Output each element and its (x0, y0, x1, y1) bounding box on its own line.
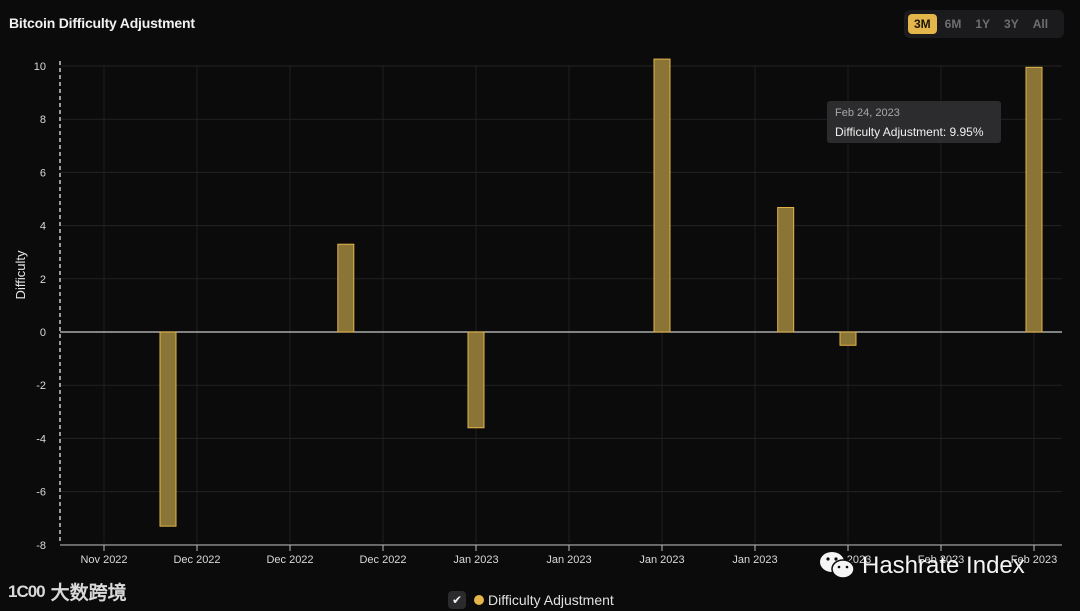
bar-difficulty-adjustment[interactable] (337, 243, 355, 333)
bar-difficulty-adjustment[interactable] (653, 58, 671, 333)
tooltip-date: Feb 24, 2023 (835, 107, 900, 119)
y-tick-label: 10 (34, 61, 46, 73)
range-6m-button[interactable]: 6M (939, 14, 968, 34)
x-tick-label: Dec 2022 (359, 554, 406, 566)
x-tick-label: Feb 2023 (918, 554, 964, 566)
x-tick-label: Jan 2023 (453, 554, 498, 566)
watermark-logo-icon: 1C00 (8, 581, 46, 601)
y-tick-label: -2 (36, 380, 46, 392)
x-tick-label: Nov 2022 (80, 554, 127, 566)
watermark-right-text: Hashrate Index (862, 552, 1025, 579)
chart-title: Bitcoin Difficulty Adjustment (9, 15, 195, 31)
bar-difficulty-adjustment[interactable] (839, 331, 857, 346)
y-tick-label: -8 (36, 540, 46, 552)
y-tick-label: 2 (40, 274, 46, 286)
bar-difficulty-adjustment[interactable] (777, 207, 795, 333)
y-axis-label: Difficulty (13, 250, 28, 299)
chart-tooltip: Feb 24, 2023 Difficulty Adjustment: 9.95… (827, 101, 1001, 143)
bar-difficulty-adjustment[interactable] (467, 331, 485, 429)
range-1y-button[interactable]: 1Y (969, 14, 996, 34)
bar-difficulty-adjustment[interactable] (1025, 66, 1043, 333)
range-all-button[interactable]: All (1027, 14, 1054, 34)
legend-color-dot (474, 595, 484, 605)
watermark-left: 1C00 大数跨境 (8, 578, 127, 605)
y-tick-label: 6 (40, 167, 46, 179)
chart-legend: ✔ Difficulty Adjustment (448, 590, 614, 610)
y-tick-label: -4 (36, 433, 46, 445)
wechat-icon (820, 552, 855, 579)
x-tick-label: Feb 2023 (1011, 554, 1057, 566)
time-range-selector: 3M 6M 1Y 3Y All (904, 10, 1064, 38)
watermark-left-text: 大数跨境 (50, 583, 127, 604)
x-tick-label: Dec 2022 (173, 554, 220, 566)
x-tick-label: Jan 2023 (732, 554, 777, 566)
y-tick-label: -6 (36, 487, 46, 499)
range-3y-button[interactable]: 3Y (998, 14, 1025, 34)
legend-label[interactable]: Difficulty Adjustment (488, 592, 614, 608)
x-tick-label: Jan 2023 (546, 554, 591, 566)
tooltip-value: Difficulty Adjustment: 9.95% (835, 125, 984, 139)
y-tick-label: 8 (40, 114, 46, 126)
y-tick-label: 4 (40, 221, 46, 233)
y-tick-label: 0 (40, 327, 46, 339)
watermark-right: Hashrate Index (818, 550, 1025, 582)
bar-difficulty-adjustment[interactable] (159, 331, 177, 527)
x-tick-label: Jan 2023 (639, 554, 684, 566)
legend-toggle-checkbox[interactable]: ✔ (448, 591, 466, 609)
x-tick-label: Dec 2022 (266, 554, 313, 566)
range-3m-button[interactable]: 3M (908, 14, 937, 34)
